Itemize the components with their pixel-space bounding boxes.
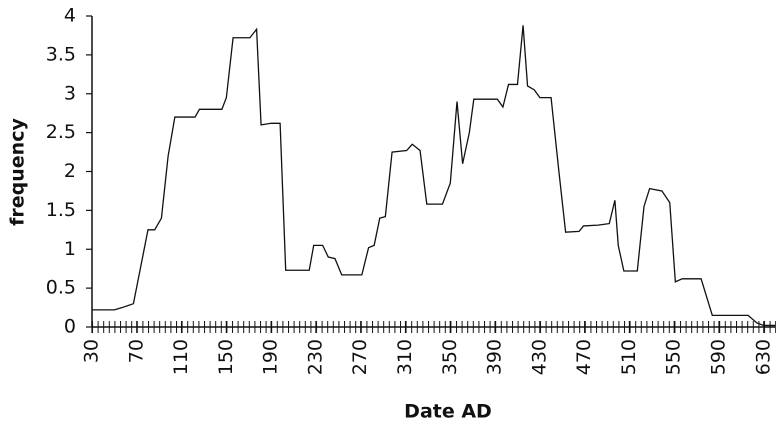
- y-tick-label: 1: [64, 238, 76, 260]
- x-tick-label: 30: [81, 339, 103, 363]
- x-tick-label: 350: [439, 339, 461, 375]
- y-tick-label: 1.5: [46, 199, 76, 221]
- x-tick-label: 550: [663, 339, 685, 375]
- y-tick-label: 3.5: [46, 43, 76, 65]
- x-tick-label: 270: [349, 339, 371, 375]
- x-tick-label: 510: [618, 339, 640, 375]
- x-tick-label: 230: [304, 339, 326, 375]
- x-tick-label: 150: [215, 339, 237, 375]
- x-axis-label: Date AD: [404, 401, 492, 423]
- y-axis-label: frequency: [7, 118, 29, 226]
- x-tick-label: 310: [394, 339, 416, 375]
- x-tick-label: 110: [170, 339, 192, 375]
- x-tick-label: 70: [125, 339, 147, 363]
- y-tick-label: 3: [64, 82, 76, 104]
- x-tick-label: 590: [708, 339, 730, 375]
- x-tick-label: 390: [484, 339, 506, 375]
- data-line: [92, 25, 775, 327]
- x-tick-label: 190: [260, 339, 282, 375]
- x-tick-label: 470: [573, 339, 595, 375]
- y-tick-label: 2.5: [46, 121, 76, 143]
- y-tick-label: 0.5: [46, 277, 76, 299]
- y-tick-label: 4: [64, 5, 76, 27]
- x-tick-label: 630: [752, 339, 774, 375]
- y-tick-label: 0: [64, 316, 76, 338]
- x-tick-label: 430: [528, 339, 550, 375]
- y-tick-label: 2: [64, 160, 76, 182]
